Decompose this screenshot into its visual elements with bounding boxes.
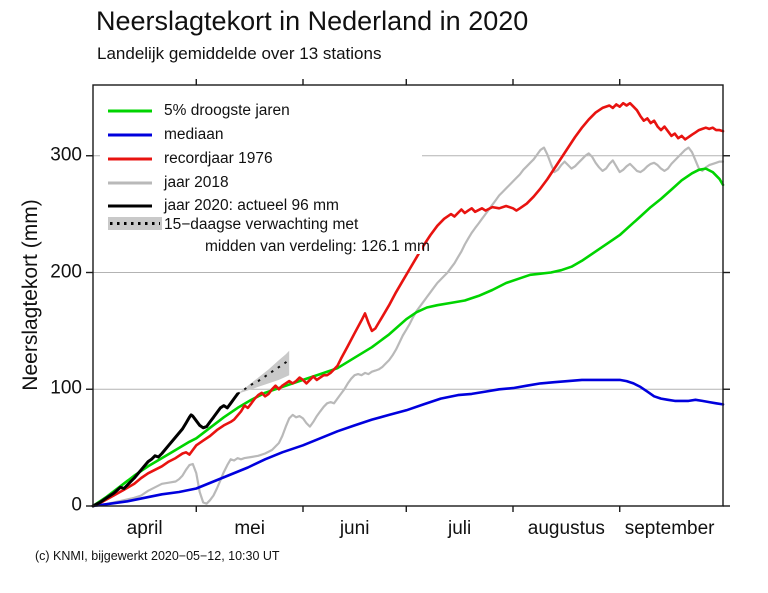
chart-legend: 5% droogste jaren mediaan recordjaar 197… (100, 88, 430, 255)
copyright-footer: (c) KNMI, bijgewerkt 2020−05−12, 10:30 U… (35, 549, 280, 563)
x-tick-label-mei: mei (234, 518, 265, 539)
legend-line-blue (108, 133, 152, 137)
legend-label-forecast-line1: 15−daagse verwachting met (164, 216, 359, 233)
x-tick-label-juni: juni (339, 518, 370, 539)
y-tick-label-0: 0 (71, 494, 82, 516)
x-tick-label-juli: juli (448, 518, 472, 539)
legend-label-forecast-line2: midden van verdeling: 126.1 mm (205, 238, 430, 255)
legend-label: jaar 2018 (164, 174, 229, 191)
legend-label: jaar 2020: actueel 96 mm (164, 197, 339, 214)
y-tick-label-100: 100 (50, 377, 82, 399)
legend-line-red (108, 157, 152, 161)
x-tick-label-augustus: augustus (527, 518, 605, 539)
chart-subtitle: Landelijk gemiddelde over 13 stations (97, 44, 382, 63)
page-title: Neerslagtekort in Nederland in 2020 (96, 6, 529, 36)
legend-label: mediaan (164, 126, 224, 143)
y-tick-label-200: 200 (50, 261, 82, 283)
y-tick-label-300: 300 (50, 144, 82, 166)
dotted-line-icon (110, 222, 160, 225)
legend-line-gray (108, 181, 152, 185)
legend-forecast-band-swatch (108, 217, 162, 230)
legend-line-green (108, 109, 152, 113)
legend-label: recordjaar 1976 (164, 150, 273, 167)
x-tick-label-september: september (624, 518, 715, 539)
legend-line-black (108, 204, 152, 208)
x-tick-label-april: april (126, 518, 163, 539)
legend-label: 5% droogste jaren (164, 102, 290, 119)
